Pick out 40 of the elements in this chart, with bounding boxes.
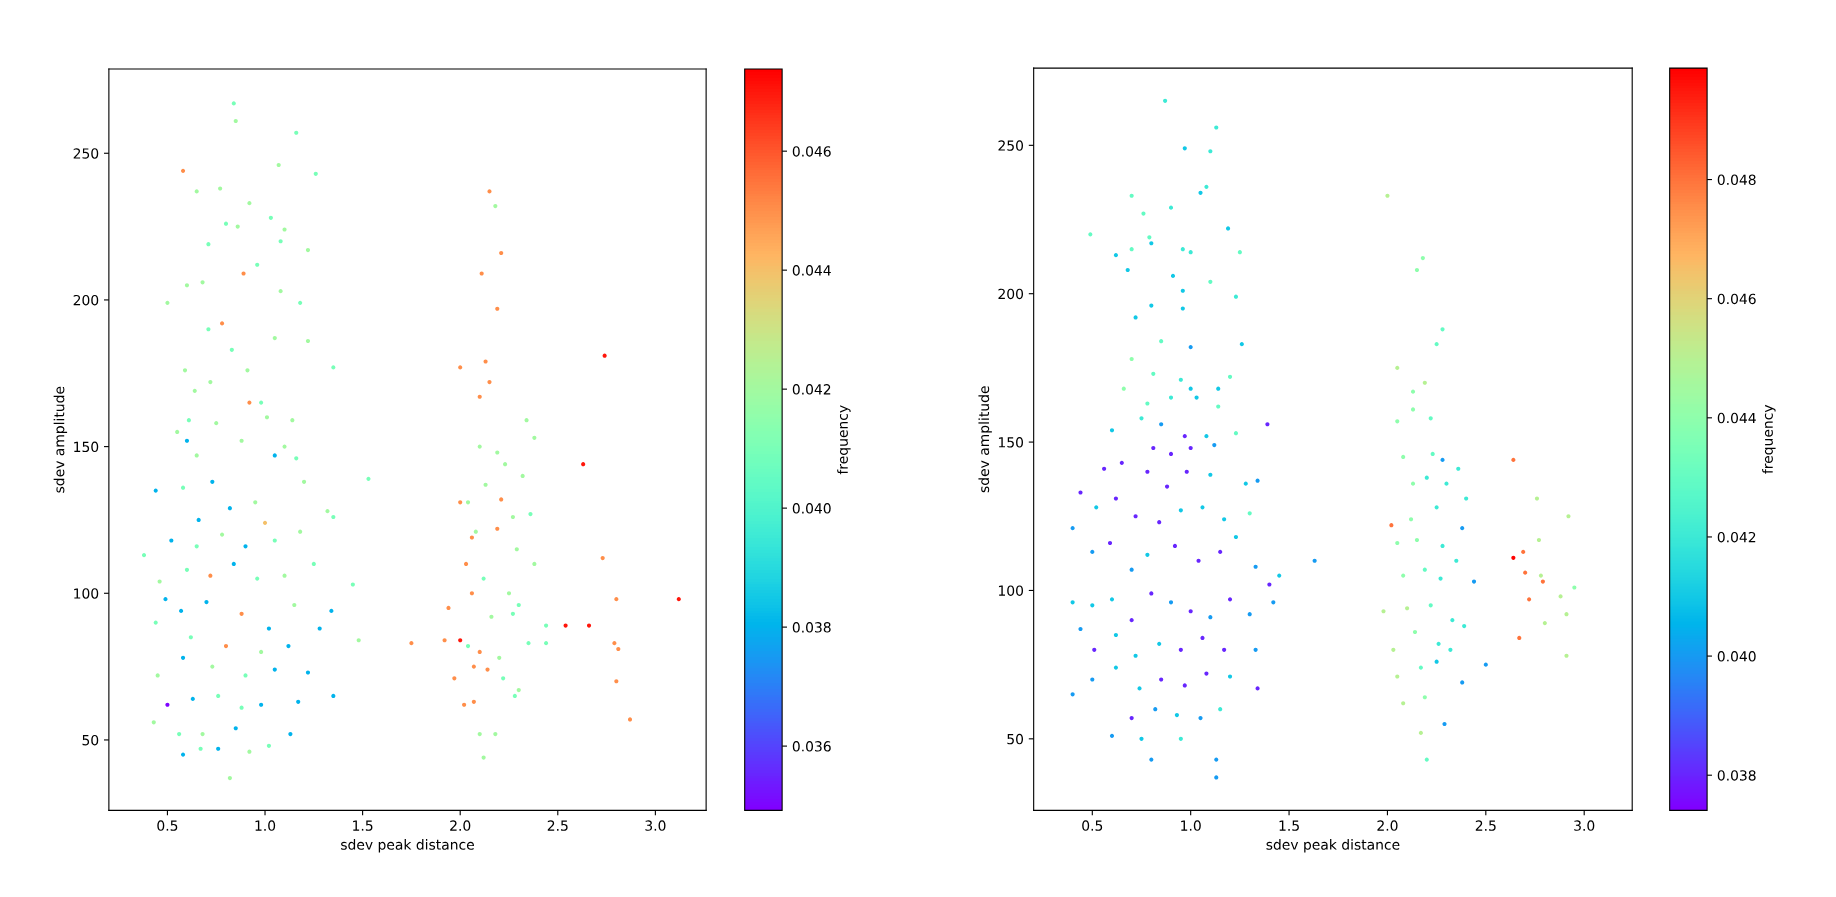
y-tick-label: 150 [998,437,1024,448]
x-tick-label: 2.0 [450,820,471,831]
x-axis-title: sdev peak distance [1266,839,1400,853]
y-tick-label: 200 [73,294,99,306]
x-tick-label: 3.0 [1574,820,1595,831]
x-tick-label: 2.0 [1377,820,1398,831]
y-axis-title: sdev amplitude [53,386,68,493]
y-axis-title: sdev amplitude [978,386,992,493]
color-bar-label: 0.046 [1717,293,1756,305]
color-bar-label: 0.042 [792,384,831,395]
color-bar-label: 0.040 [1717,651,1756,662]
color-bar-label: 0.048 [1717,174,1756,186]
x-tick-label: 1.5 [353,820,373,831]
color-bar-label: 0.046 [792,146,831,157]
color-bar-label: 0.038 [1717,770,1756,781]
color-bar-label: 0.038 [792,622,831,633]
x-tick-label: 1.0 [1181,820,1201,831]
x-tick-label: 0.5 [1082,820,1103,831]
y-tick-label: 250 [73,148,99,159]
y-tick-label: 200 [998,288,1024,300]
y-tick-label: 50 [1007,733,1024,745]
x-tick-label: 3.0 [645,820,666,831]
x-tick-label: 0.5 [157,820,178,831]
y-tick-label: 100 [74,588,99,599]
color-bar-label: 0.042 [1717,531,1756,543]
y-tick-label: 50 [82,734,99,746]
x-tick-label: 1.5 [1279,820,1299,831]
x-tick-label: 2.5 [1475,820,1496,831]
color-bar-label: 0.036 [792,741,831,752]
y-tick-label: 150 [74,441,99,453]
color-bar-label: 0.044 [1717,412,1756,424]
color-bar-label: 0.040 [792,503,831,514]
y-tick-label: 100 [998,585,1024,596]
x-tick-label: 2.5 [547,820,568,831]
y-tick-label: 250 [998,140,1024,151]
x-axis-title: sdev peak distance [341,839,474,853]
color-bar-title: frequency [837,405,851,475]
color-bar-title: frequency [1762,404,1776,474]
color-bar-label: 0.044 [792,265,831,276]
x-tick-label: 1.0 [255,820,276,831]
